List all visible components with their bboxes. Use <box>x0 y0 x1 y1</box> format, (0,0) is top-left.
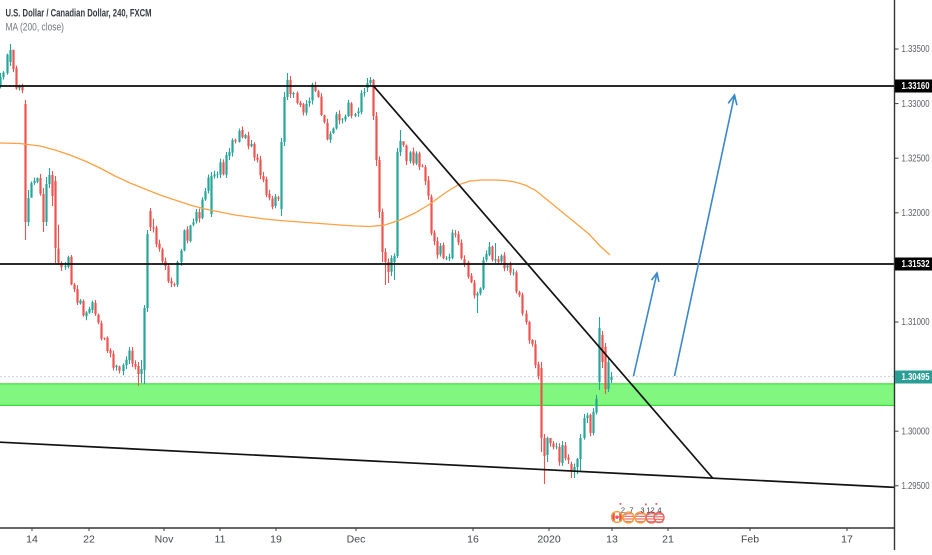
svg-text:7: 7 <box>629 506 633 515</box>
svg-text:U.S. Dollar / Canadian Dollar,: U.S. Dollar / Canadian Dollar, 240, FXCM <box>6 7 152 19</box>
svg-text:17: 17 <box>841 534 853 546</box>
svg-text:19: 19 <box>270 534 282 546</box>
svg-text:22: 22 <box>83 534 95 546</box>
svg-text:2: 2 <box>621 506 625 515</box>
svg-text:12: 12 <box>646 506 654 515</box>
svg-text:16: 16 <box>467 534 479 546</box>
svg-text:21: 21 <box>662 534 674 546</box>
svg-text:13: 13 <box>606 534 618 546</box>
svg-text:4: 4 <box>657 506 661 515</box>
svg-text:2020: 2020 <box>537 534 561 546</box>
svg-text:Feb: Feb <box>741 534 759 546</box>
svg-text:1.33000: 1.33000 <box>902 98 930 109</box>
svg-text:1.33160: 1.33160 <box>902 80 930 91</box>
svg-text:1.31000: 1.31000 <box>902 316 930 327</box>
svg-text:1.33500: 1.33500 <box>902 43 930 54</box>
svg-text:MA (200, close): MA (200, close) <box>6 22 64 34</box>
svg-text:1.32000: 1.32000 <box>902 207 930 218</box>
svg-text:Nov: Nov <box>155 534 174 546</box>
svg-text:1.32500: 1.32500 <box>902 152 930 163</box>
svg-text:3: 3 <box>640 506 644 515</box>
svg-text:1.30495: 1.30495 <box>902 371 930 382</box>
svg-text:1.29500: 1.29500 <box>902 480 930 491</box>
svg-text:11: 11 <box>215 534 226 546</box>
svg-text:Dec: Dec <box>347 534 366 546</box>
svg-text:1.30000: 1.30000 <box>902 425 930 436</box>
svg-text:14: 14 <box>26 534 38 546</box>
svg-text:1.31532: 1.31532 <box>902 258 930 269</box>
